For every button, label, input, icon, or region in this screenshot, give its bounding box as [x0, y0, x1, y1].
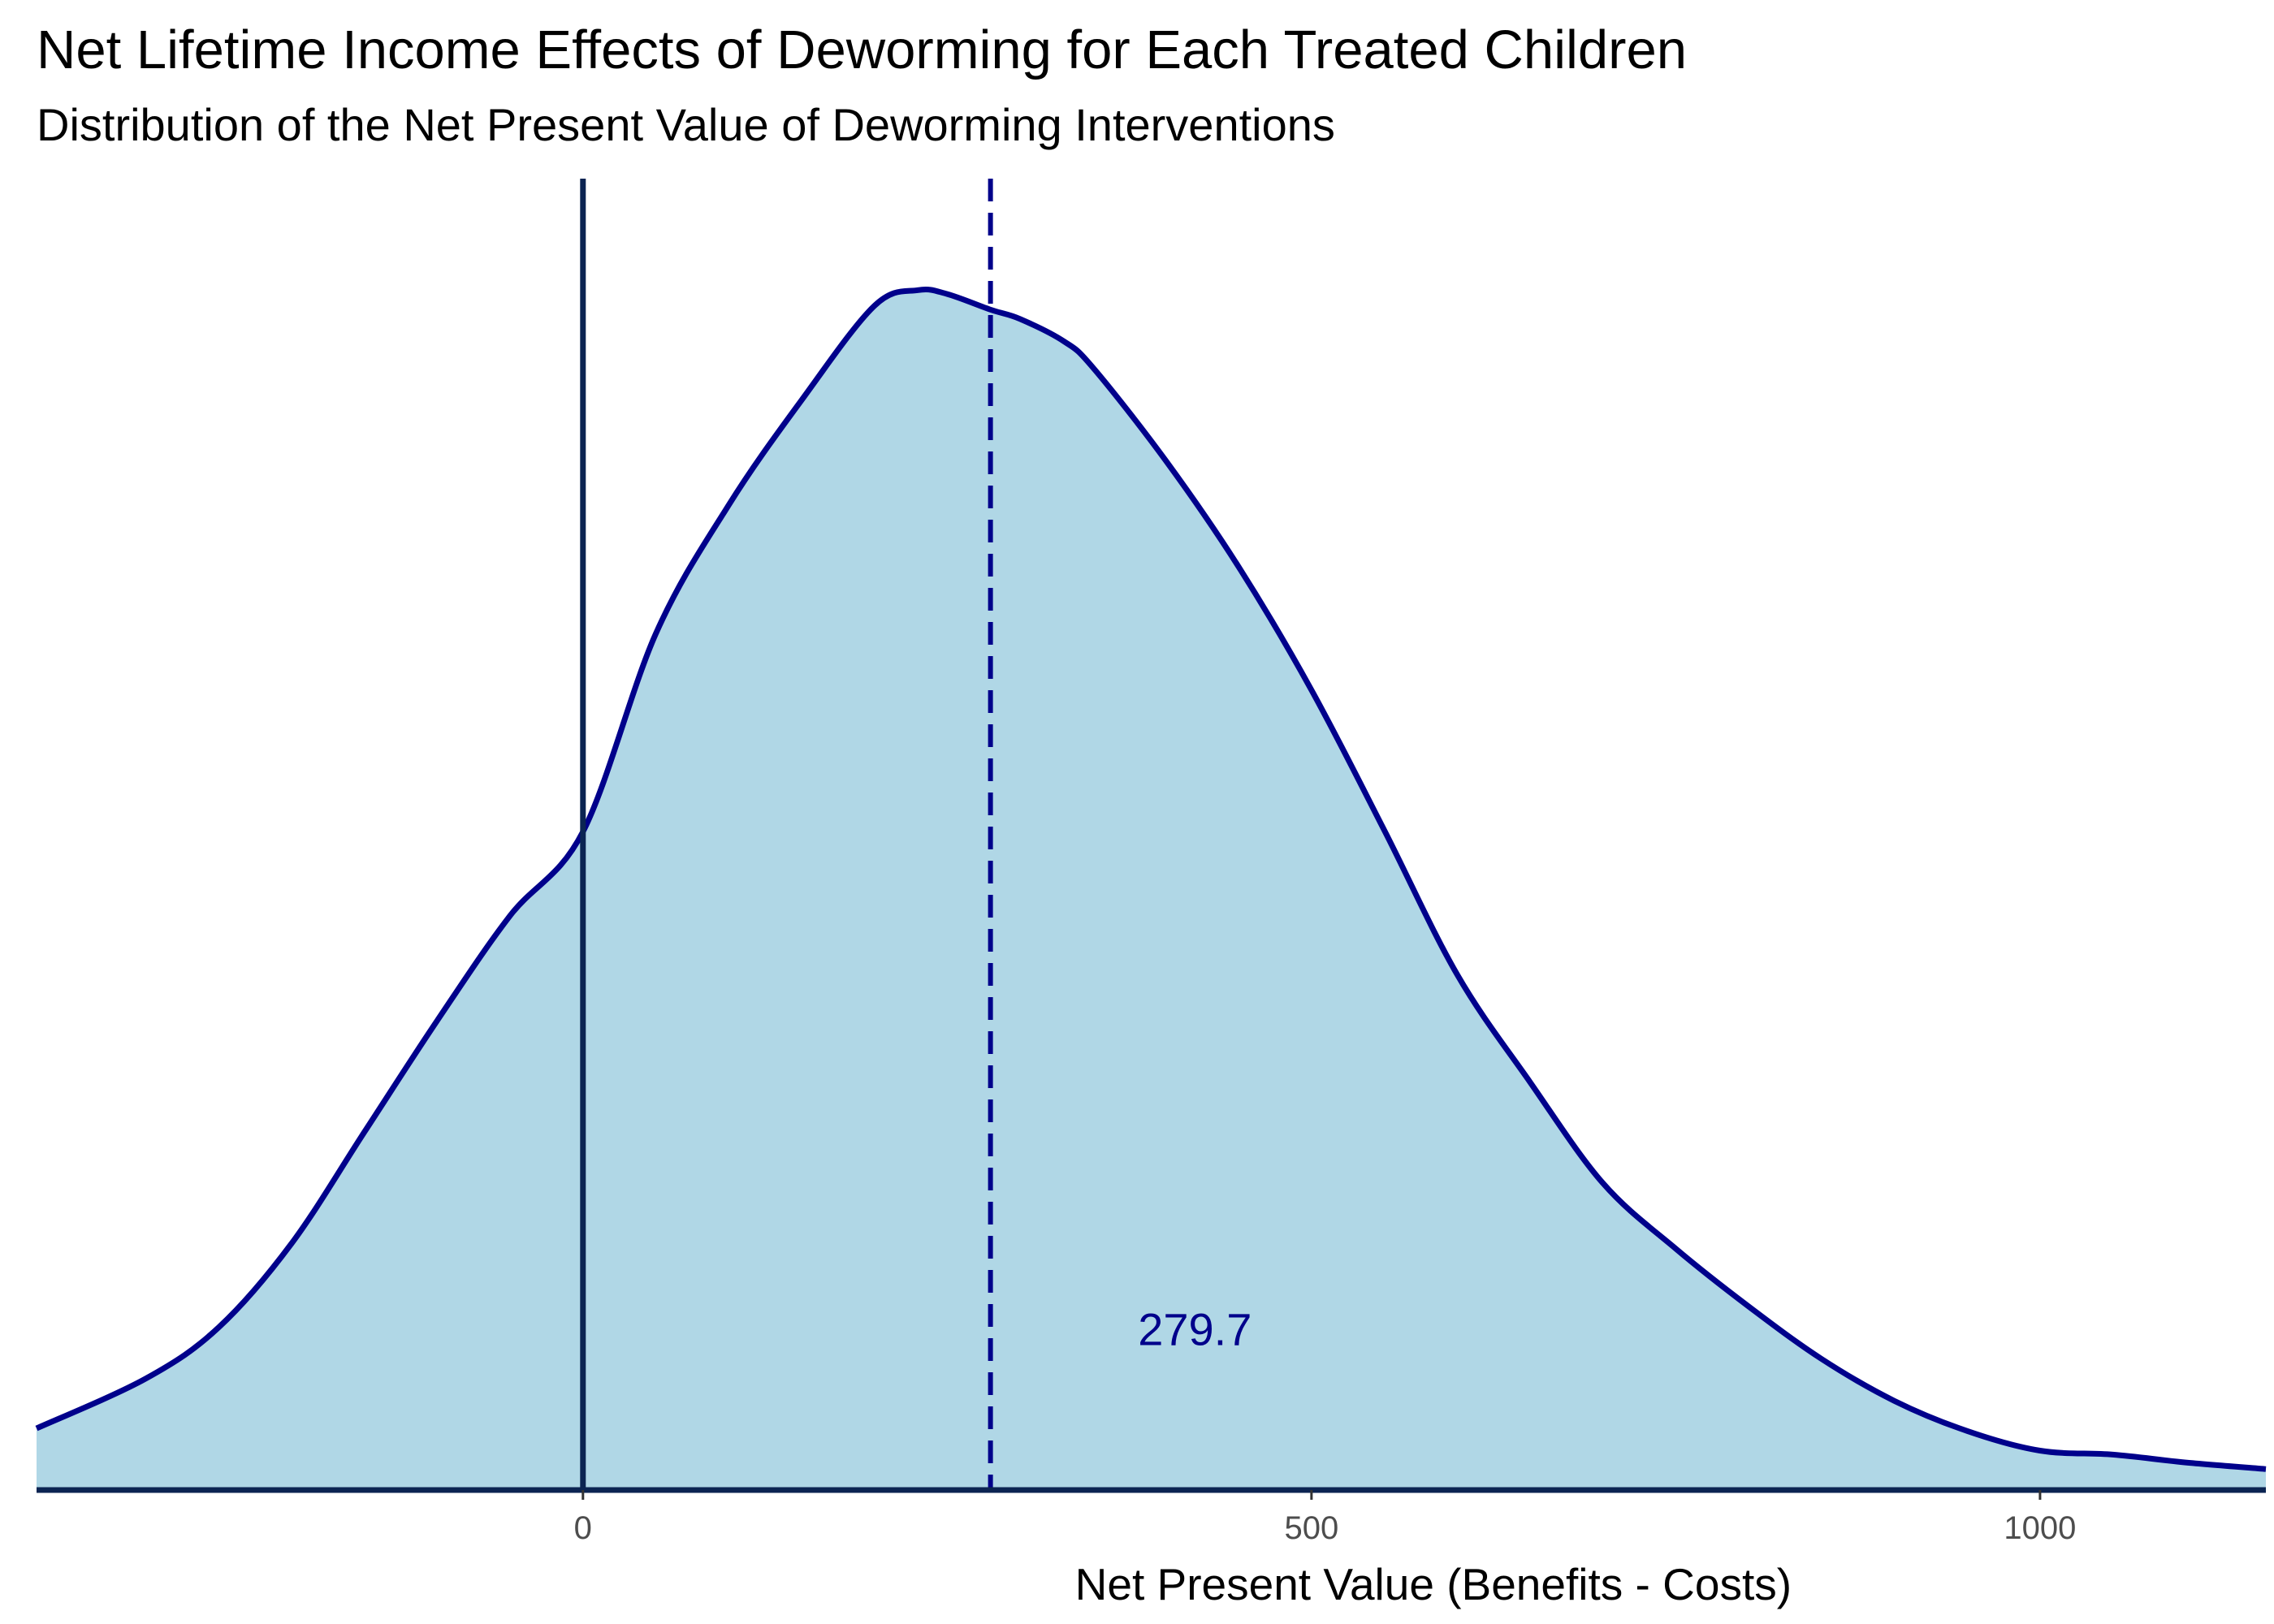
x-axis-title: Net Present Value (Benefits - Costs): [1075, 1559, 1792, 1609]
chart-subtitle: Distribution of the Net Present Value of…: [37, 99, 1335, 150]
x-tick-label: 0: [574, 1510, 592, 1546]
chart-title: Net Lifetime Income Effects of Deworming…: [37, 19, 1688, 80]
x-axis-ticks: 0 500 1000: [574, 1490, 2076, 1546]
x-tick-label: 500: [1284, 1510, 1338, 1546]
x-tick-label: 1000: [2004, 1510, 2076, 1546]
density-area: [37, 289, 2266, 1491]
density-line: [35, 286, 2267, 1472]
mean-value-label: 279.7: [1138, 1303, 1252, 1354]
